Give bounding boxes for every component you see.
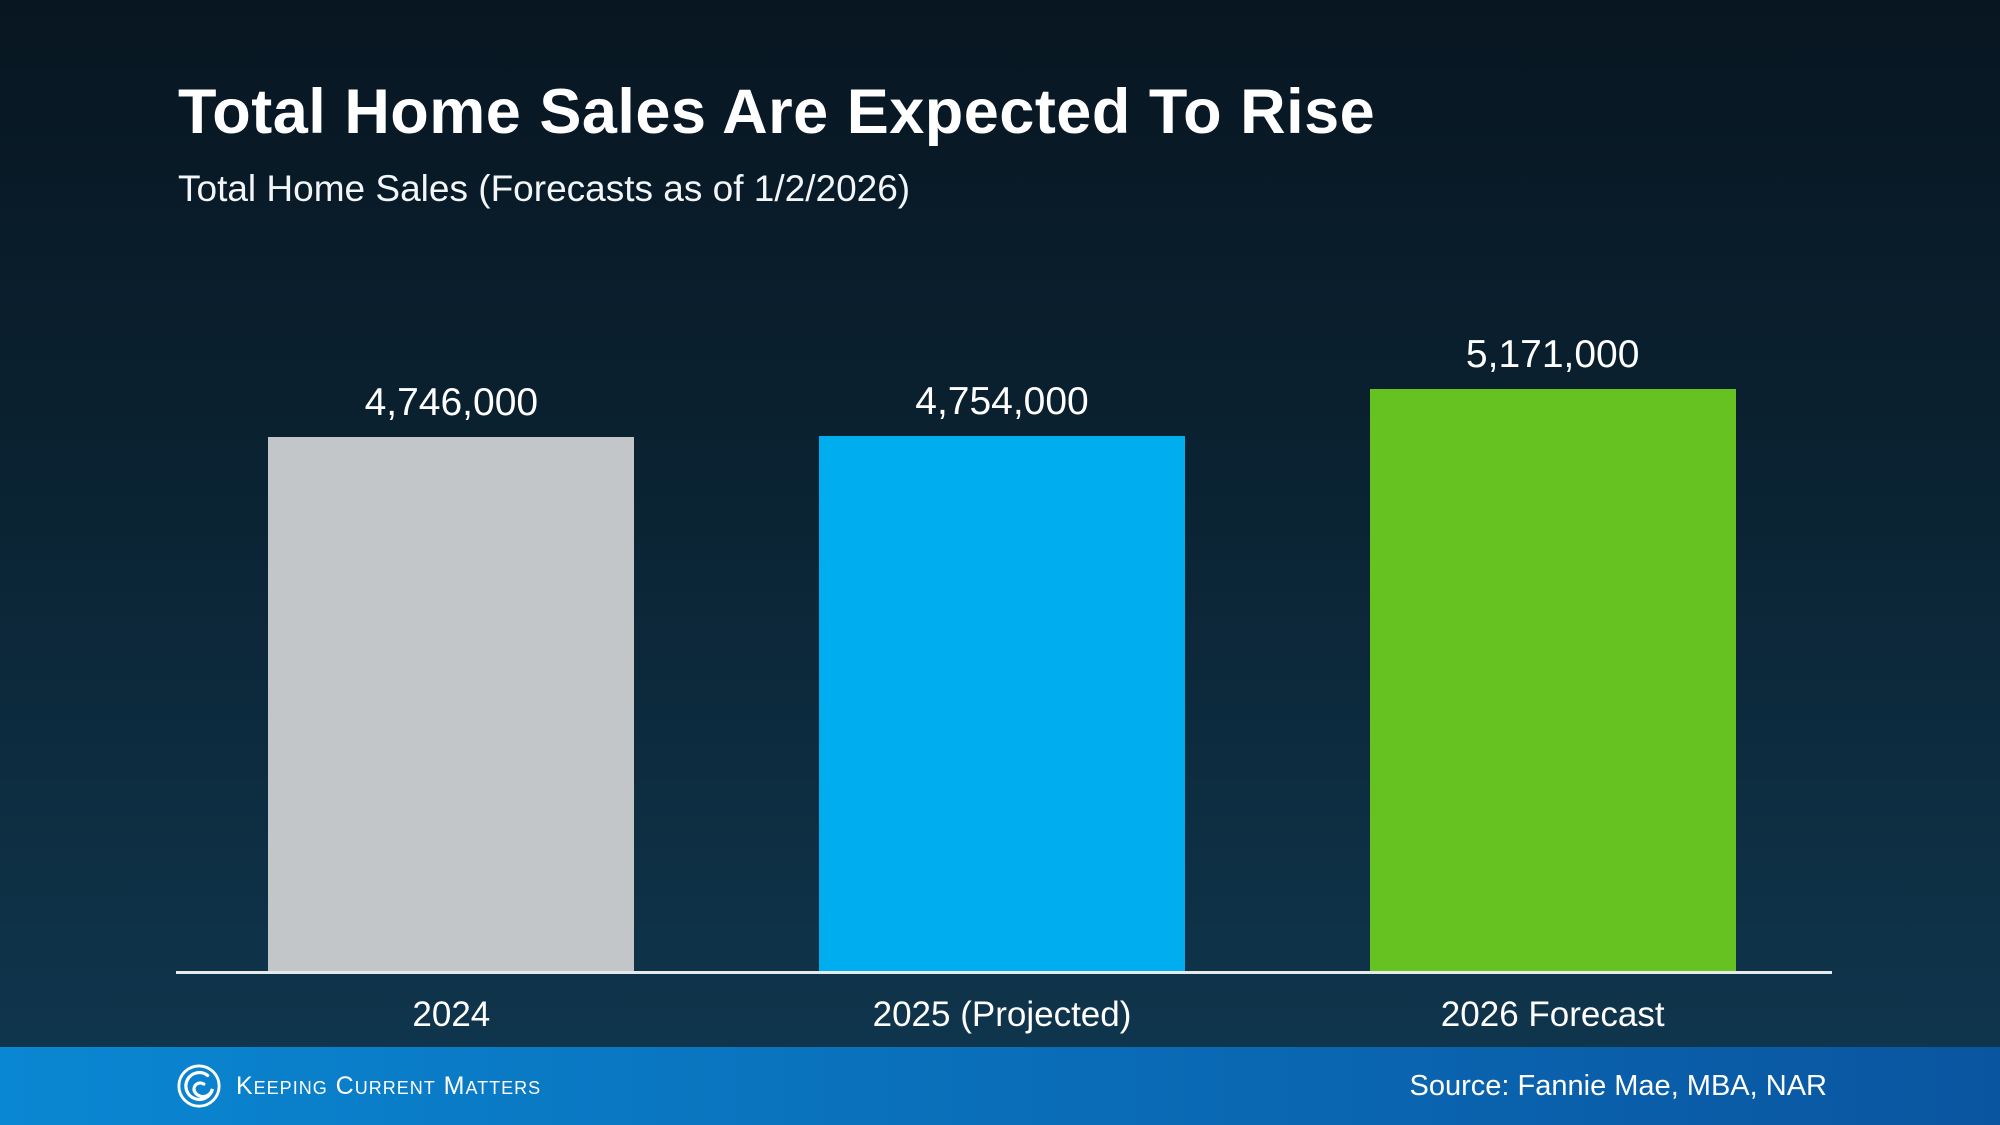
category-label: 2026 Forecast (1440, 995, 1665, 1034)
brand-lockup: Keeping Current Matters (176, 1063, 541, 1109)
chart-subtitle: Total Home Sales (Forecasts as of 1/2/20… (178, 168, 911, 209)
bar (819, 436, 1185, 973)
bar-group: 4,754,000 (727, 313, 1278, 973)
bars-container: 4,746,000 4,754,000 5,171,000 (176, 313, 1828, 973)
category-label: 2025 (Projected) (872, 995, 1132, 1034)
bar-value-label: 4,754,000 (915, 380, 1089, 423)
brand-name: Keeping Current Matters (236, 1071, 542, 1100)
footer-bar: Keeping Current Matters Source: Fannie M… (0, 1047, 2000, 1125)
bar-value-label: 4,746,000 (364, 381, 539, 424)
bar-value-label: 5,171,000 (1465, 333, 1640, 376)
category-labels-row: 2024 2025 (Projected) 2026 Forecast (176, 995, 1828, 1035)
bar-group: 5,171,000 (1277, 313, 1828, 973)
x-axis-line (176, 971, 1832, 974)
bar (1369, 389, 1736, 973)
source-text: Source: Fannie Mae, MBA, NAR (1409, 1069, 1827, 1102)
bar-group: 4,746,000 (176, 313, 727, 973)
category-label: 2024 (412, 995, 491, 1034)
bar (268, 437, 635, 973)
kcm-swirl-logo-icon (177, 1064, 221, 1108)
page-title: Total Home Sales Are Expected To Rise (178, 77, 1376, 147)
bar-chart: 4,746,000 4,754,000 5,171,000 (176, 313, 1828, 973)
